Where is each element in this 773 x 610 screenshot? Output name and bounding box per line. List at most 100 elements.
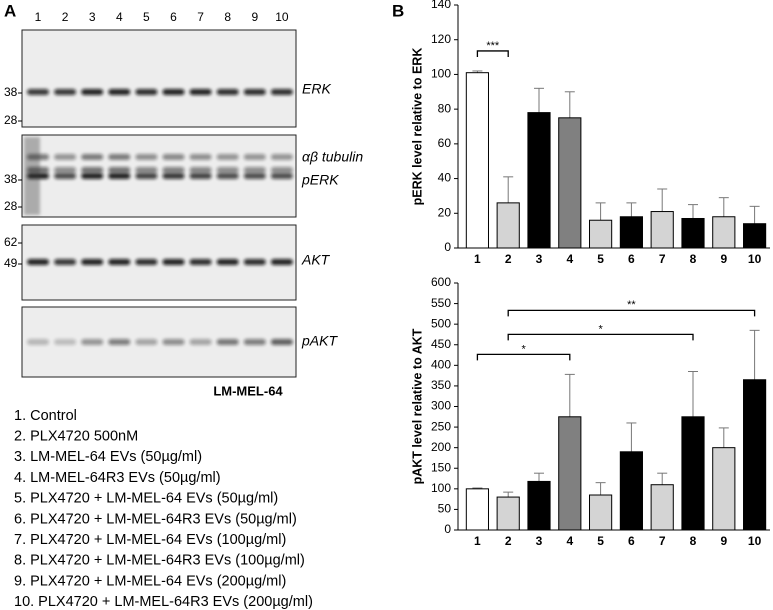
blot-band xyxy=(81,259,104,265)
x-tick-label: 1 xyxy=(474,252,481,266)
y-tick-label: 150 xyxy=(431,460,451,474)
legend-item: 4. LM-MEL-64R3 EVs (50µg/ml) xyxy=(14,470,221,486)
x-tick-label: 1 xyxy=(474,534,481,548)
blot-band xyxy=(27,339,49,345)
blot-band xyxy=(216,89,239,95)
bar xyxy=(527,480,551,531)
blot-band xyxy=(135,89,158,95)
blot-band xyxy=(162,173,185,179)
bar xyxy=(712,447,736,531)
y-tick-label: 500 xyxy=(431,316,451,330)
y-tick-label: 250 xyxy=(431,419,451,433)
significance-bracket xyxy=(507,333,694,341)
y-tick-label: 400 xyxy=(431,358,451,372)
blot-band xyxy=(243,89,266,95)
blot-band xyxy=(270,259,293,265)
bar xyxy=(619,451,643,531)
blot-band xyxy=(108,259,131,265)
blot-band xyxy=(135,259,158,265)
y-tick-label: 450 xyxy=(431,337,451,351)
x-tick-label: 5 xyxy=(597,252,604,266)
significance-bracket xyxy=(476,50,509,57)
bar xyxy=(681,217,705,249)
cell-line: LM-MEL-64 xyxy=(213,383,283,398)
blot-band xyxy=(270,89,293,95)
blot-band xyxy=(54,154,77,160)
lane-number: 1 xyxy=(35,10,42,24)
blot-band xyxy=(243,259,266,265)
blot-band xyxy=(81,167,104,173)
blot-band xyxy=(108,167,131,173)
bar xyxy=(527,112,551,249)
blot-band xyxy=(108,339,131,345)
blot-band xyxy=(108,173,131,179)
mw-marker: 62 xyxy=(4,235,18,249)
blot-band xyxy=(162,167,185,173)
y-tick-label: 20 xyxy=(438,205,452,219)
y-tick-label: 600 xyxy=(431,275,451,289)
mw-marker: 38 xyxy=(4,85,18,99)
blot-band xyxy=(135,154,158,160)
blot-label: αβ tubulin xyxy=(302,149,363,165)
y-tick-label: 50 xyxy=(438,502,452,516)
x-tick-label: 6 xyxy=(628,252,635,266)
blot xyxy=(21,29,297,128)
lane-number: 8 xyxy=(224,10,231,24)
blot-band xyxy=(54,173,77,179)
blot-band xyxy=(270,173,293,179)
y-tick-label: 40 xyxy=(438,171,452,185)
blot-band xyxy=(189,167,212,173)
y-axis-label: pERK level relative to ERK xyxy=(410,48,424,206)
y-tick-label: 0 xyxy=(444,522,451,536)
legend-item: 5. PLX4720 + LM-MEL-64 EVs (50µg/ml) xyxy=(14,491,278,507)
blot-band xyxy=(135,173,158,179)
y-tick-label: 200 xyxy=(431,440,451,454)
x-tick-label: 7 xyxy=(659,534,666,548)
blot-band xyxy=(81,173,104,179)
bar xyxy=(496,202,520,249)
blot-band xyxy=(81,339,104,345)
blot-band xyxy=(189,259,212,265)
blot-band xyxy=(216,154,239,160)
bar xyxy=(743,379,767,531)
bar xyxy=(650,484,674,531)
legend-item: 10. PLX4720 + LM-MEL-64R3 EVs (200µg/ml) xyxy=(14,594,313,610)
mw-marker: 28 xyxy=(4,199,18,213)
bar xyxy=(743,223,767,249)
significance-label: * xyxy=(521,343,526,355)
blot-smear xyxy=(24,137,40,215)
blot-band xyxy=(189,89,212,95)
y-tick-label: 350 xyxy=(431,378,451,392)
bar xyxy=(589,494,613,531)
y-tick-label: 80 xyxy=(438,101,452,115)
blot-band xyxy=(135,339,158,345)
legend-item: 3. LM-MEL-64 EVs (50µg/ml) xyxy=(14,449,202,465)
panel-label: A xyxy=(4,1,16,20)
mw-marker: 49 xyxy=(4,256,18,270)
blot-band xyxy=(162,154,185,160)
significance-bracket xyxy=(476,353,571,361)
bar xyxy=(465,488,489,531)
blot-band xyxy=(27,89,49,95)
x-tick-label: 8 xyxy=(690,252,697,266)
blot-label: AKT xyxy=(301,252,331,268)
lane-number: 9 xyxy=(251,10,258,24)
lane-number: 3 xyxy=(89,10,96,24)
blot-band xyxy=(189,173,212,179)
y-tick-label: 550 xyxy=(431,296,451,310)
y-tick-label: 300 xyxy=(431,399,451,413)
blot-band xyxy=(162,339,185,345)
blot-band xyxy=(135,167,158,173)
bar xyxy=(619,216,643,249)
significance-label: * xyxy=(598,323,603,335)
blot-band xyxy=(243,173,266,179)
y-tick-label: 100 xyxy=(431,481,451,495)
blot-band xyxy=(27,259,49,265)
blot-band xyxy=(54,89,77,95)
blot-band xyxy=(216,167,239,173)
significance-label: *** xyxy=(486,40,500,52)
x-tick-label: 2 xyxy=(505,534,512,548)
x-tick-label: 6 xyxy=(628,534,635,548)
mw-marker: 28 xyxy=(4,113,18,127)
blot-band xyxy=(216,339,239,345)
